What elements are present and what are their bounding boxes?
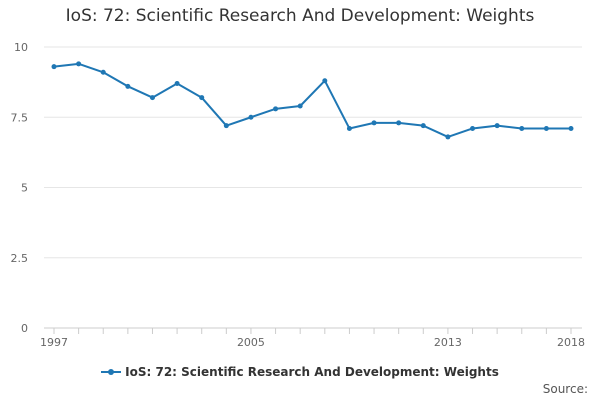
data-point (445, 134, 451, 140)
x-axis: 1997 2005 2013 2018 (40, 328, 585, 349)
data-point (297, 103, 303, 109)
data-point (100, 69, 106, 75)
data-point (494, 123, 500, 129)
y-tick-label: 2.5 (11, 252, 29, 265)
data-point (273, 106, 279, 112)
y-tick-label: 7.5 (11, 111, 29, 124)
x-tick-label: 2013 (434, 336, 462, 349)
data-point (568, 125, 574, 131)
x-tick-label: 2018 (557, 336, 585, 349)
data-point (51, 64, 57, 70)
legend-line-icon (101, 367, 122, 377)
legend[interactable]: IoS: 72: Scientific Research And Develop… (0, 365, 600, 379)
data-point (125, 83, 131, 89)
data-point (420, 123, 426, 129)
legend-label: IoS: 72: Scientific Research And Develop… (125, 365, 499, 379)
data-point (396, 120, 402, 126)
y-tick-label: 10 (14, 41, 28, 54)
data-point (174, 81, 180, 87)
data-point (149, 95, 155, 101)
data-point (199, 95, 205, 101)
data-point (322, 78, 328, 84)
data-point (371, 120, 377, 126)
y-tick-label: 0 (21, 322, 28, 335)
series-line (53, 62, 571, 138)
data-point (346, 125, 352, 131)
data-point (470, 125, 476, 131)
series-group (51, 61, 574, 140)
data-point (76, 61, 82, 67)
gridlines (44, 46, 582, 329)
chart-title: IoS: 72: Scientific Research And Develop… (65, 6, 535, 26)
data-point (223, 123, 229, 129)
data-point (543, 125, 549, 131)
source-label: Source: (542, 382, 588, 396)
x-tick-label: 2005 (237, 336, 265, 349)
x-tick-label: 1997 (40, 336, 68, 349)
y-axis: 0 2.5 5 7.5 10 (11, 41, 29, 335)
data-point (519, 125, 525, 131)
y-tick-label: 5 (21, 182, 28, 195)
data-point (248, 114, 254, 120)
